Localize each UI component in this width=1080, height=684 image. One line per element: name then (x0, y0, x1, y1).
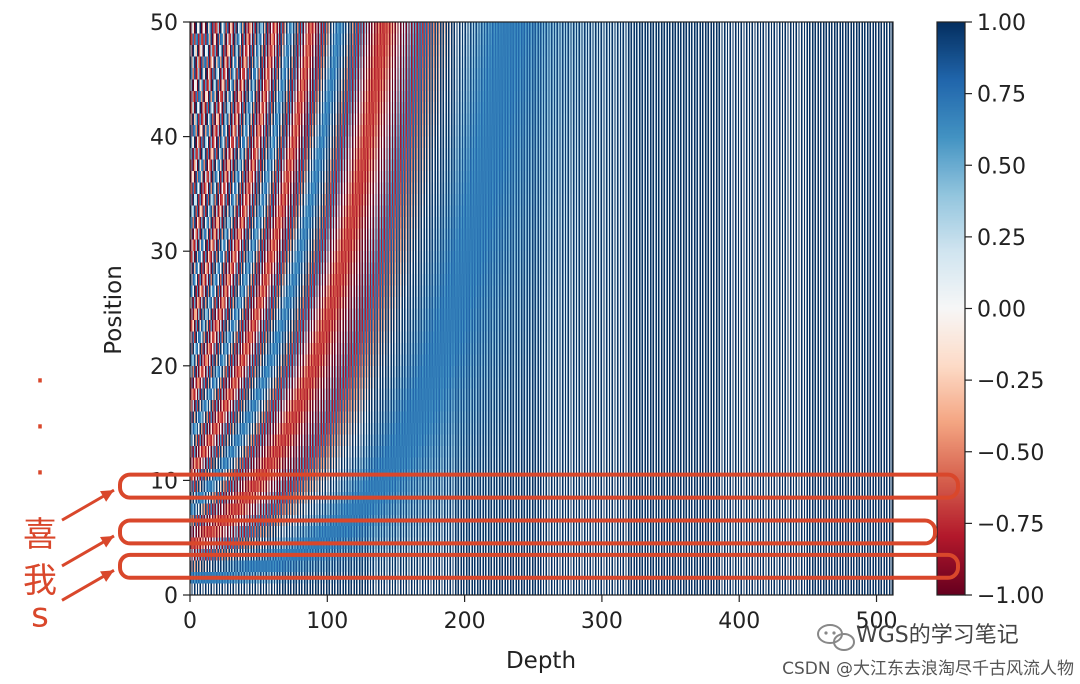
highlight-row-box (118, 552, 960, 580)
y-axis-label: Position (101, 265, 127, 355)
token-label: 喜 (23, 515, 57, 555)
heatmap-canvas (190, 22, 893, 595)
annotation-arrowhead (100, 535, 114, 548)
wechat-icon (817, 624, 855, 651)
token-label: s (31, 595, 49, 635)
x-tick-label: 0 (183, 609, 197, 634)
x-tick-label: 500 (856, 609, 898, 634)
x-axis-ticks: 0 100 200 300 400 500 (183, 595, 898, 634)
colorbar-tick-label: 0.00 (977, 298, 1026, 323)
y-tick-label: 30 (150, 240, 178, 265)
colorbar-tick-label: −0.50 (977, 441, 1044, 466)
plot-frame (189, 21, 894, 596)
x-tick-label: 100 (306, 609, 348, 634)
colorbar-tick-label: 0.75 (977, 83, 1026, 108)
colorbar-tick-label: −0.25 (977, 369, 1044, 394)
y-tick-label: 20 (150, 355, 178, 380)
annotation-arrowhead (100, 490, 114, 502)
colorbar-tick-label: 1.00 (977, 11, 1026, 36)
x-tick-label: 300 (581, 609, 623, 634)
colorbar-area (937, 22, 965, 595)
y-tick-label: 0 (164, 584, 178, 609)
y-tick-label: 50 (150, 11, 178, 36)
colorbar-tick-label: −1.00 (977, 584, 1044, 609)
watermark-brand: WGS的学习笔记 (856, 623, 1019, 648)
colorbar-tick-label: 0.50 (977, 154, 1026, 179)
ellipsis-dot: · (35, 361, 46, 401)
heatmap-area (190, 22, 893, 595)
y-tick-label: 40 (150, 126, 178, 151)
colorbar-tick-label: 0.25 (977, 226, 1026, 251)
x-tick-label: 400 (718, 609, 760, 634)
colorbar-canvas (937, 22, 965, 595)
highlight-row-box (118, 518, 937, 546)
token-label: 我 (23, 561, 57, 601)
ellipsis-dot: · (35, 407, 46, 447)
colorbar-ticks: 1.00 0.75 0.50 0.25 0.00 −0.25 −0.50 −0.75 −1.00 (965, 11, 1044, 609)
colorbar-tick-label: −0.75 (977, 512, 1044, 537)
annotation-arrowhead (100, 570, 114, 582)
watermark-credit: CSDN @大江东去浪淘尽千古风流人物 (782, 659, 1074, 679)
ellipsis-dot: · (35, 453, 46, 493)
highlight-row-box (118, 472, 960, 500)
watermark: WGS的学习笔记 CSDN @大江东去浪淘尽千古风流人物 (782, 623, 1074, 679)
x-tick-label: 200 (444, 609, 486, 634)
x-axis-label: Depth (506, 648, 576, 674)
annotation-overlay: 喜我s · · · (23, 361, 960, 635)
